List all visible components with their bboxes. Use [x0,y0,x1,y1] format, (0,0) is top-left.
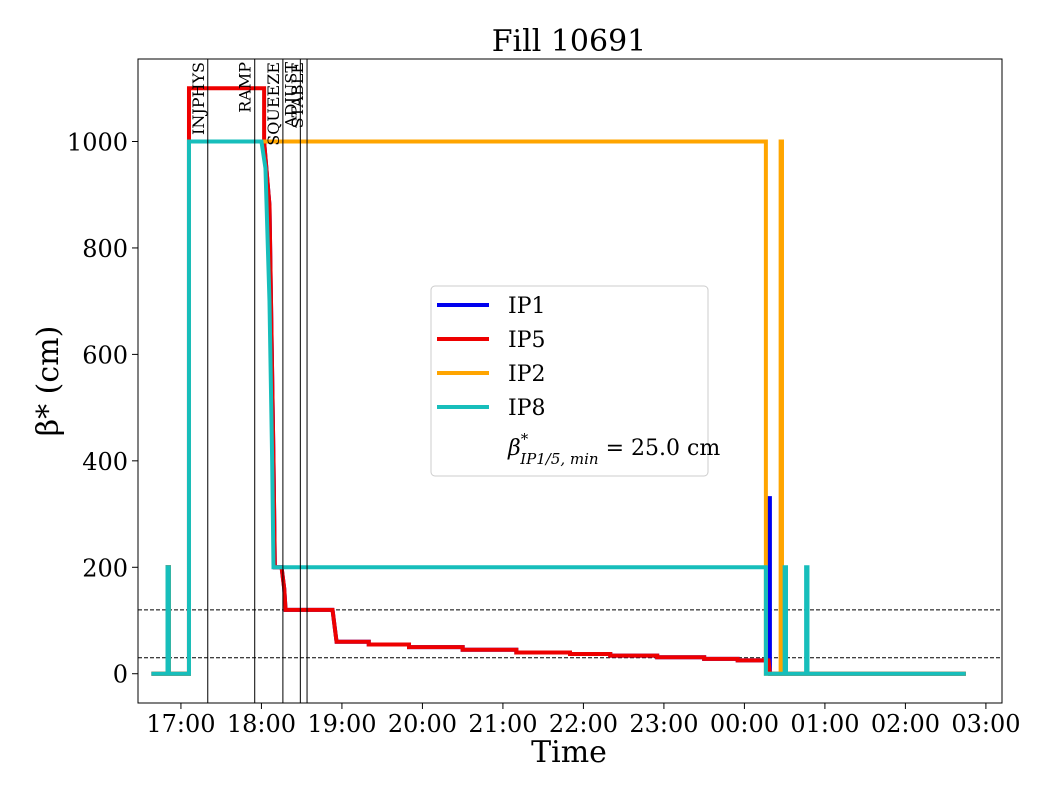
plot-area [138,86,1002,676]
y-tick-label: 0 [113,661,128,689]
x-tick-label: 01:00 [790,710,859,738]
mode-label-stable: STABLE [288,62,307,128]
series-line-ip5 [151,86,966,676]
x-tick-label: 18:00 [227,710,296,738]
mode-label-squeeze: SQUEEZE [264,62,283,146]
y-tick-label: 1000 [67,128,128,156]
plot-frame [137,58,1003,704]
mode-label-ramp: RAMP [236,62,255,113]
legend-label-beta-min: β* IP1/5, min = 25.0 cm [507,430,720,468]
chart-title: Fill 10691 [492,24,647,59]
x-tick-label: 22:00 [549,710,618,738]
x-tick-label: 03:00 [951,710,1020,738]
legend-label-ip1: IP1 [508,294,546,319]
x-tick-label: 19:00 [307,710,376,738]
legend-label-ip5: IP5 [508,328,546,353]
y-tick-label: 800 [82,235,128,263]
x-axis-title: Time [531,735,607,770]
series-line-ip8 [151,139,966,676]
x-tick-label: 00:00 [710,710,779,738]
x-tick-label: 23:00 [629,710,698,738]
legend-label-ip2: IP2 [508,362,546,387]
x-axis: 17:00 18:00 19:00 20:00 21:00 22:00 23:00 00:00… [146,703,1020,738]
mode-label-injphys: INJPHYS [189,62,208,135]
x-tick-label: 21:00 [468,710,537,738]
x-tick-label: 17:00 [146,710,215,738]
y-tick-label: 400 [82,448,128,476]
legend-label-ip8: IP8 [508,396,546,421]
x-tick-label: 02:00 [871,710,940,738]
y-tick-label: 600 [82,341,128,369]
y-axis-title: β* (cm) [31,326,66,437]
mode-label-adjust: ADJUST [281,62,300,129]
legend: IP1 IP5 IP2 IP8 β* IP1/5, min = 25.0 cm [430,285,720,477]
y-axis: 0 200 400 600 800 1000 [67,128,138,689]
x-tick-label: 20:00 [388,710,457,738]
y-tick-label: 200 [82,554,128,582]
legend-box [430,285,709,477]
